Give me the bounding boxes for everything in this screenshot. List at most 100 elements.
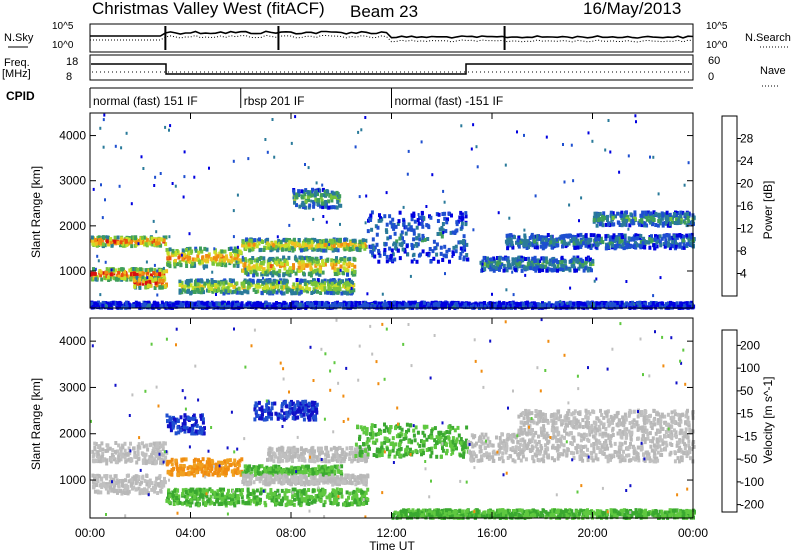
scatter-cell	[196, 287, 200, 292]
scatter-cell	[319, 255, 323, 260]
scatter-cell	[115, 481, 119, 485]
scatter-cell	[570, 264, 574, 269]
cpid-segment-label: normal (fast) 151 IF	[93, 94, 198, 108]
scatter-cell	[634, 302, 638, 306]
scatter-cell	[333, 191, 337, 196]
scatter-cell	[404, 231, 408, 236]
scatter-cell	[665, 233, 669, 238]
scatter-cell	[406, 227, 410, 232]
scatter-cell	[272, 243, 276, 248]
scatter-cell	[266, 279, 270, 284]
scatter-cell	[161, 447, 165, 451]
scatter-cell	[618, 244, 622, 249]
scatter-cell	[148, 478, 152, 483]
scatter-cell	[145, 489, 148, 493]
scatter-cell	[293, 192, 296, 196]
scatter-cell	[292, 282, 296, 287]
scatter-cell	[140, 490, 144, 495]
scatter-cell	[101, 216, 104, 220]
scatter-cell	[145, 278, 149, 283]
scatter-cell	[643, 221, 647, 226]
scatter-cell	[411, 254, 414, 258]
scatter-cell	[148, 460, 152, 465]
scatter-cell	[166, 251, 170, 256]
scatter-cell	[117, 479, 121, 484]
scatter-cell	[120, 491, 124, 496]
scatter-cell	[630, 305, 634, 310]
scatter-cell	[648, 302, 652, 307]
scatter-cell	[541, 262, 545, 267]
scatter-cell	[196, 254, 200, 259]
scatter-cell	[340, 291, 344, 296]
scatter-cell	[226, 258, 230, 263]
scatter-cell	[133, 450, 137, 455]
scatter-cell	[232, 248, 236, 253]
scatter-cell	[567, 241, 571, 246]
scatter-cell	[571, 257, 575, 262]
scatter-cell	[209, 304, 213, 309]
scatter-cell	[127, 479, 131, 484]
scatter-cell	[252, 269, 256, 274]
scatter-cell	[225, 256, 229, 261]
scatter-cell	[472, 228, 475, 232]
scatter-cell	[196, 278, 200, 283]
scatter-cell	[524, 243, 528, 248]
scatter-cell	[420, 215, 424, 220]
scatter-cell	[623, 237, 627, 242]
scatter-cell	[526, 261, 530, 266]
scatter-cell	[333, 282, 337, 287]
scatter-cell	[671, 215, 675, 220]
scatter-cell	[636, 243, 640, 248]
scatter-cell	[251, 278, 255, 283]
scatter-cell	[104, 449, 108, 453]
scatter-cell	[279, 278, 283, 283]
scatter-cell	[318, 266, 322, 271]
scatter-cell	[156, 293, 159, 297]
scatter-cell	[161, 301, 165, 306]
scatter-cell	[633, 302, 636, 306]
scatter-cell	[541, 268, 545, 273]
scatter-cell	[373, 304, 377, 309]
scatter-cell	[265, 272, 269, 277]
scatter-cell	[546, 233, 550, 237]
scatter-cell	[299, 290, 303, 294]
scatter-cell	[321, 193, 325, 198]
scatter-cell	[100, 441, 104, 446]
scatter-cell	[501, 256, 505, 261]
scatter-cell	[113, 449, 117, 454]
scatter-cell	[231, 305, 235, 309]
scatter-cell	[257, 240, 261, 245]
scatter-cell	[246, 290, 250, 295]
scatter-cell	[160, 304, 164, 309]
scatter-cell	[668, 235, 672, 240]
scatter-cell	[129, 240, 133, 245]
scatter-cell	[327, 205, 331, 210]
scatter-cell	[119, 457, 123, 462]
scatter-cell	[572, 237, 575, 241]
scatter-cell	[119, 301, 123, 306]
scatter-cell	[262, 248, 266, 252]
scatter-cell	[303, 247, 307, 252]
scatter-cell	[94, 277, 98, 282]
scatter-cell	[525, 246, 529, 250]
scatter-cell	[178, 260, 182, 265]
scatter-cell	[114, 144, 117, 148]
scatter-cell	[600, 220, 604, 225]
scatter-cell	[419, 301, 423, 306]
scatter-cell	[95, 243, 99, 248]
scatter-cell	[608, 238, 612, 243]
scatter-cell	[285, 287, 289, 292]
scatter-cell	[433, 246, 437, 251]
scatter-cell	[130, 272, 134, 277]
scatter-cell	[105, 239, 109, 244]
scatter-cell	[168, 235, 171, 239]
scatter-cell	[606, 218, 609, 223]
scatter-cell	[417, 233, 421, 238]
scatter-cell	[96, 254, 99, 258]
scatter-cell	[408, 301, 412, 306]
scatter-cell	[290, 289, 293, 294]
scatter-cell	[293, 200, 296, 205]
scatter-cell	[300, 194, 304, 199]
scatter-cell	[439, 231, 443, 236]
scatter-cell	[616, 240, 620, 245]
